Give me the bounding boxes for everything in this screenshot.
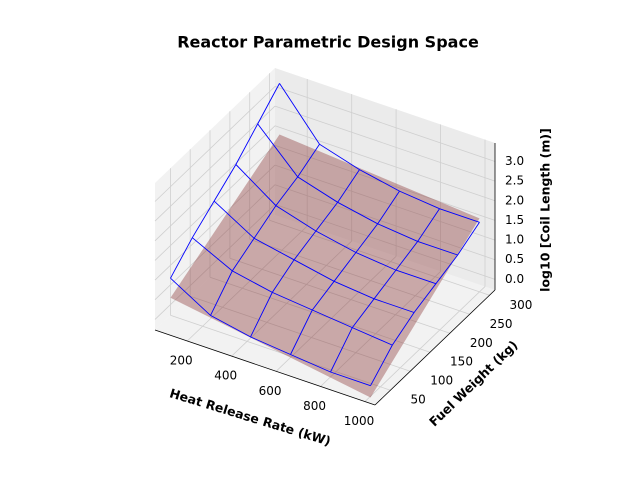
wireframe-col [170, 83, 280, 279]
grid-line [269, 219, 490, 296]
grid-line [274, 164, 496, 241]
axis-line [154, 329, 376, 406]
x-tick-label: 800 [303, 399, 326, 413]
wireframe-col [290, 190, 400, 355]
grid-line [320, 271, 441, 387]
x-tick-label: 400 [214, 369, 237, 383]
wireframe-row [213, 200, 415, 313]
z-tick-label: 2.5 [505, 174, 524, 188]
wireframe-row [192, 237, 393, 346]
axis-line [374, 289, 496, 406]
z-tick-label: 2.0 [505, 193, 524, 207]
y-tick-label: 50 [410, 393, 425, 407]
grid-line [274, 125, 496, 202]
grid-line [209, 276, 431, 353]
grid-line [154, 204, 276, 320]
y-tick-label: 200 [470, 336, 493, 350]
z-tick-label: 1.0 [505, 233, 524, 247]
x-tick-label: 200 [170, 353, 193, 367]
wireframe-col [370, 222, 480, 386]
grid-line [274, 105, 496, 182]
z-axis-label: log10 [Coil Length (m)] [538, 128, 553, 292]
surface [170, 134, 480, 398]
y-tick-label: 250 [490, 317, 513, 331]
grid-line [154, 184, 276, 300]
z-tick-label: 3.0 [505, 154, 524, 168]
z-tick-label: 1.5 [505, 213, 524, 227]
grid-line [229, 257, 451, 334]
z-tick-label: 0.5 [505, 252, 524, 266]
y-tick-label: 150 [450, 355, 473, 369]
wireframe-row [170, 277, 371, 387]
wireframe-row [279, 83, 480, 223]
grid-line [275, 256, 397, 372]
grid-line [274, 86, 496, 162]
pane-back [275, 68, 495, 290]
y-tick-label: 100 [430, 374, 453, 388]
grid-line [154, 125, 276, 242]
grid-line [274, 184, 496, 261]
y-tick-label: 300 [509, 298, 532, 312]
wireframe-col [210, 143, 320, 316]
z-tick-label: 0.0 [505, 272, 524, 286]
wireframe-col [330, 208, 440, 373]
grid-line [154, 145, 276, 261]
pane-floor [155, 215, 495, 405]
grid-line [170, 314, 391, 391]
grid-line [186, 225, 308, 342]
chart-title: Reactor Parametric Design Space [177, 33, 479, 52]
wireframe-row [235, 164, 437, 285]
x-tick-label: 600 [259, 384, 282, 398]
grid-line [274, 204, 496, 280]
wireframe-col [250, 169, 360, 338]
grid-line [154, 86, 276, 202]
grid-line [231, 240, 352, 357]
x-axis-label: Heat Release Rate (kW) [168, 385, 333, 448]
grid-line [249, 238, 470, 315]
grid-line [154, 105, 276, 222]
grid-line [364, 286, 486, 402]
x-tick-label: 1000 [344, 414, 375, 428]
wireframe-row [257, 123, 458, 256]
